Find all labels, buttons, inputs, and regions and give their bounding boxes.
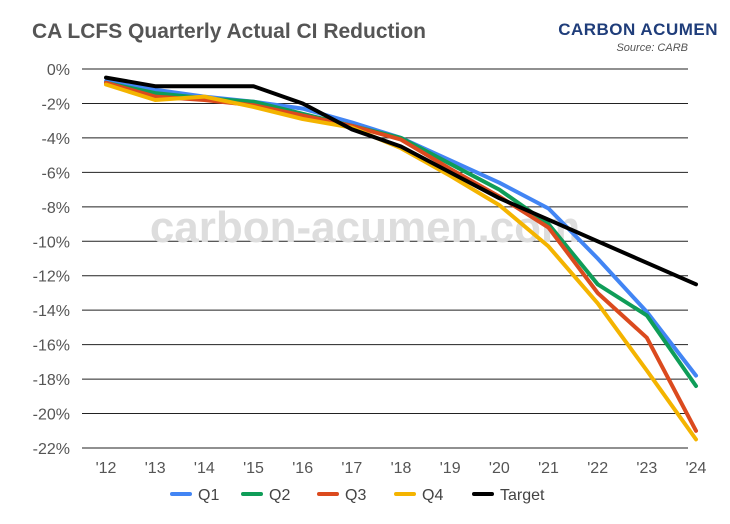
y-tick-label: -14% xyxy=(33,303,70,320)
brand-logo: CARBON ACUMEN xyxy=(558,20,718,39)
x-tick-label: '19 xyxy=(440,460,461,477)
x-tick-label: '17 xyxy=(341,460,362,477)
x-tick-label: '21 xyxy=(538,460,559,477)
series-line-q3 xyxy=(104,80,698,433)
x-tick-label: '24 xyxy=(686,460,707,477)
x-tick-label: '15 xyxy=(243,460,264,477)
y-tick-label: -6% xyxy=(42,165,70,182)
x-axis-ticks: '12 '13 '14 '15 '16 '17 '18 '19 '20 '21 '22 '23 '24 xyxy=(96,460,707,477)
y-tick-label: 0% xyxy=(47,62,70,79)
legend-label-q1: Q1 xyxy=(198,487,219,504)
y-tick-label: -2% xyxy=(42,96,70,113)
y-tick-label: -8% xyxy=(42,200,70,217)
x-tick-label: '13 xyxy=(145,460,166,477)
watermark-text: carbon-acumen.com xyxy=(150,203,580,252)
y-tick-label: -18% xyxy=(33,372,70,389)
y-tick-label: -12% xyxy=(33,269,70,286)
y-tick-label: -16% xyxy=(33,338,70,355)
legend-label-q2: Q2 xyxy=(269,487,290,504)
legend: Q1 Q2 Q3 Q4 Target xyxy=(170,487,545,504)
legend-label-target: Target xyxy=(500,487,545,504)
x-tick-label: '14 xyxy=(194,460,215,477)
x-tick-label: '20 xyxy=(489,460,510,477)
x-tick-label: '12 xyxy=(96,460,117,477)
x-tick-label: '23 xyxy=(636,460,657,477)
x-tick-label: '22 xyxy=(587,460,608,477)
y-tick-label: -22% xyxy=(33,441,70,458)
x-tick-label: '16 xyxy=(292,460,313,477)
y-tick-label: -4% xyxy=(42,131,70,148)
y-tick-label: -10% xyxy=(33,234,70,251)
legend-label-q3: Q3 xyxy=(345,487,366,504)
chart-title: CA LCFS Quarterly Actual CI Reduction xyxy=(32,20,426,43)
y-tick-label: -20% xyxy=(33,407,70,424)
grid-lines xyxy=(82,68,688,449)
source-note: Source: CARB xyxy=(616,42,688,54)
y-axis-ticks: 0% -2% -4% -6% -8% -10% -12% -14% -16% -18% -20% -2… xyxy=(33,62,70,458)
series-lines xyxy=(104,75,698,442)
x-tick-label: '18 xyxy=(391,460,412,477)
legend-label-q4: Q4 xyxy=(422,487,443,504)
series-line-target xyxy=(104,75,698,287)
